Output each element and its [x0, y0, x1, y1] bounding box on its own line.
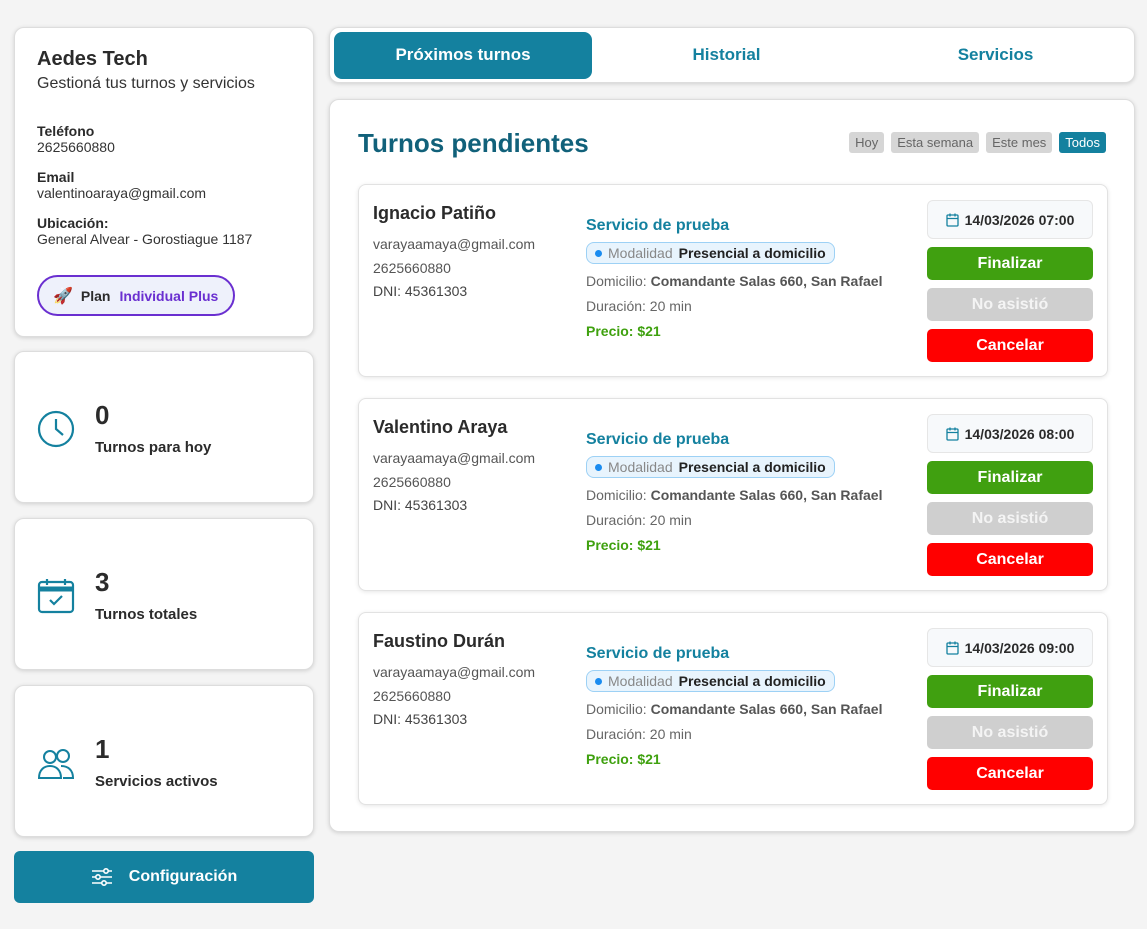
stat-label: Turnos totales [95, 606, 198, 623]
modality-badge: Modalidad Presencial a domicilio [586, 456, 835, 478]
cancel-button[interactable]: Cancelar [927, 329, 1093, 362]
sliders-icon [91, 867, 112, 887]
client-name: Valentino Araya [373, 417, 508, 437]
filter-month[interactable]: Este mes [986, 132, 1053, 153]
appointment-datetime: 14/03/2026 09:00 [927, 628, 1093, 667]
finish-button[interactable]: Finalizar [927, 247, 1093, 280]
appointment-card: Ignacio Patiño varayaamaya@gmail.com 262… [358, 184, 1108, 377]
filter-all[interactable]: Todos [1059, 132, 1106, 153]
stat-value: 1 [95, 734, 110, 764]
configuration-button[interactable]: Configuración [14, 851, 314, 903]
modality-label: Modalidad [608, 459, 673, 475]
clock-icon [37, 410, 75, 448]
email-label: Email [37, 169, 75, 185]
client-email: varayaamaya@gmail.com [373, 450, 536, 466]
page-title: Turnos pendientes [358, 128, 589, 158]
stat-label: Turnos para hoy [95, 439, 212, 456]
dot-icon [595, 249, 602, 257]
tab-history[interactable]: Historial [692, 45, 761, 64]
client-dni: DNI: 45361303 [373, 711, 468, 727]
address-value: Comandante Salas 660, San Rafael [650, 487, 883, 503]
rocket-icon: 🚀 [53, 287, 73, 305]
calendar-icon [945, 213, 959, 227]
phone-label: Teléfono [37, 123, 95, 139]
service-name: Servicio de prueba [586, 217, 730, 234]
stat-value: 3 [95, 567, 110, 597]
duration: Duración: 20 min [586, 726, 692, 742]
plan-badge[interactable]: 🚀 Plan Individual Plus [37, 275, 235, 316]
price: Precio: $21 [586, 751, 661, 767]
client-phone: 2625660880 [373, 259, 451, 276]
filter-today[interactable]: Hoy [849, 132, 885, 153]
date-filters: Hoy Esta semana Este mes Todos [849, 132, 1106, 153]
modality-value: Presencial a domicilio [678, 245, 826, 261]
business-subtitle: Gestioná tus turnos y servicios [37, 75, 255, 92]
appointment-card: Faustino Durán varayaamaya@gmail.com 262… [358, 612, 1108, 805]
duration: Duración: 20 min [586, 512, 692, 528]
location-label: Ubicación: [37, 215, 109, 231]
stat-card-today: 0 Turnos para hoy [14, 351, 314, 503]
finish-button[interactable]: Finalizar [927, 461, 1093, 494]
email-value: valentinoaraya@gmail.com [37, 185, 207, 201]
tab-upcoming[interactable]: Próximos turnos [334, 31, 592, 79]
appointment-datetime: 14/03/2026 07:00 [927, 200, 1093, 239]
dot-icon [595, 463, 602, 471]
stat-card-services: 1 Servicios activos [14, 685, 314, 837]
appointment-datetime: 14/03/2026 08:00 [927, 414, 1093, 453]
price: Precio: $21 [586, 537, 661, 553]
users-icon [37, 749, 75, 779]
appointment-card: Valentino Araya varayaamaya@gmail.com 26… [358, 398, 1108, 591]
client-email: varayaamaya@gmail.com [373, 236, 536, 252]
no-show-button[interactable]: No asistió [927, 716, 1093, 749]
dot-icon [595, 677, 602, 685]
pending-appointments-panel: Turnos pendientes Hoy Esta semana Este m… [329, 99, 1135, 832]
address-value: Comandante Salas 660, San Rafael [650, 701, 883, 717]
location-value: General Alvear - Gorostiague 1187 [37, 231, 253, 247]
client-phone: 2625660880 [373, 687, 451, 704]
finish-button[interactable]: Finalizar [927, 675, 1093, 708]
address-value: Comandante Salas 660, San Rafael [650, 273, 883, 289]
phone-value: 2625660880 [37, 139, 115, 155]
datetime-text: 14/03/2026 08:00 [964, 425, 1075, 442]
plan-name: Individual Plus [119, 287, 219, 304]
service-name: Servicio de prueba [586, 645, 730, 662]
plan-label: Plan [80, 287, 111, 304]
business-name: Aedes Tech [37, 48, 148, 70]
service-name: Servicio de prueba [586, 431, 730, 448]
modality-value: Presencial a domicilio [678, 459, 826, 475]
client-name: Faustino Durán [373, 631, 506, 651]
filter-week[interactable]: Esta semana [891, 132, 980, 153]
no-show-button[interactable]: No asistió [927, 502, 1093, 535]
modality-label: Modalidad [608, 673, 673, 689]
profile-card: Aedes Tech Gestioná tus turnos y servici… [14, 27, 314, 337]
calendar-icon [945, 641, 959, 655]
configuration-label: Configuración [128, 868, 238, 885]
client-dni: DNI: 45361303 [373, 283, 468, 299]
cancel-button[interactable]: Cancelar [927, 757, 1093, 790]
datetime-text: 14/03/2026 07:00 [964, 211, 1075, 228]
modality-value: Presencial a domicilio [678, 673, 826, 689]
client-email: varayaamaya@gmail.com [373, 664, 536, 680]
client-name: Ignacio Patiño [373, 203, 497, 223]
address-label: Domicilio: [586, 273, 647, 289]
stat-value: 0 [95, 400, 110, 430]
calendar-icon [945, 427, 959, 441]
modality-badge: Modalidad Presencial a domicilio [586, 242, 835, 264]
price: Precio: $21 [586, 323, 661, 339]
modality-label: Modalidad [608, 245, 673, 261]
stat-card-total: 3 Turnos totales [14, 518, 314, 670]
tab-services[interactable]: Servicios [957, 45, 1034, 64]
calendar-check-icon [37, 579, 75, 614]
address-label: Domicilio: [586, 701, 647, 717]
client-dni: DNI: 45361303 [373, 497, 468, 513]
tab-bar: Próximos turnos Historial Servicios [329, 27, 1135, 83]
duration: Duración: 20 min [586, 298, 692, 314]
modality-badge: Modalidad Presencial a domicilio [586, 670, 835, 692]
client-phone: 2625660880 [373, 473, 451, 490]
address-label: Domicilio: [586, 487, 647, 503]
stat-label: Servicios activos [95, 773, 218, 790]
cancel-button[interactable]: Cancelar [927, 543, 1093, 576]
datetime-text: 14/03/2026 09:00 [964, 639, 1075, 656]
no-show-button[interactable]: No asistió [927, 288, 1093, 321]
